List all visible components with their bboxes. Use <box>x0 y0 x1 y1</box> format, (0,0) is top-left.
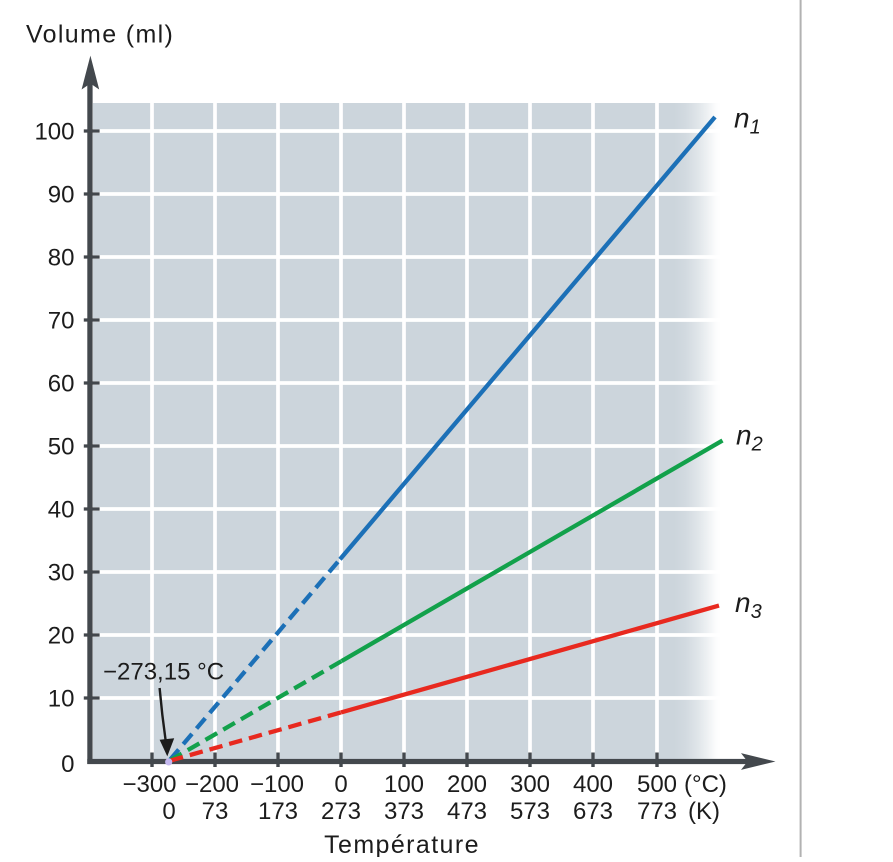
svg-text:60: 60 <box>48 371 75 398</box>
svg-text:Volume (ml): Volume (ml) <box>26 21 174 49</box>
svg-text:100: 100 <box>384 771 424 798</box>
svg-text:373: 373 <box>384 798 424 825</box>
svg-text:−273,15 °C: −273,15 °C <box>103 659 224 686</box>
svg-text:100: 100 <box>34 119 74 146</box>
svg-text:(K): (K) <box>688 798 720 825</box>
svg-text:40: 40 <box>48 497 75 524</box>
svg-text:300: 300 <box>510 771 550 798</box>
svg-text:50: 50 <box>48 434 75 461</box>
svg-text:80: 80 <box>48 245 75 272</box>
svg-text:0: 0 <box>334 771 347 798</box>
svg-text:90: 90 <box>48 182 75 209</box>
svg-text:200: 200 <box>447 771 487 798</box>
svg-text:773: 773 <box>637 798 677 825</box>
svg-text:273: 273 <box>321 798 361 825</box>
svg-text:10: 10 <box>48 686 75 713</box>
svg-text:−100: −100 <box>250 771 304 798</box>
svg-text:673: 673 <box>573 798 613 825</box>
svg-text:n2: n2 <box>736 420 763 456</box>
svg-text:0: 0 <box>61 751 74 778</box>
svg-text:73: 73 <box>202 798 229 825</box>
svg-text:0: 0 <box>162 798 175 825</box>
svg-text:20: 20 <box>48 623 75 650</box>
svg-text:30: 30 <box>48 560 75 587</box>
svg-text:400: 400 <box>573 771 613 798</box>
svg-text:473: 473 <box>447 798 487 825</box>
svg-text:Température: Température <box>324 831 480 857</box>
svg-text:573: 573 <box>510 798 550 825</box>
svg-text:70: 70 <box>48 308 75 335</box>
svg-text:−200: −200 <box>185 771 239 798</box>
svg-text:173: 173 <box>258 798 298 825</box>
svg-text:(°C): (°C) <box>684 771 727 798</box>
svg-text:500: 500 <box>637 771 677 798</box>
svg-text:−300: −300 <box>122 771 176 798</box>
